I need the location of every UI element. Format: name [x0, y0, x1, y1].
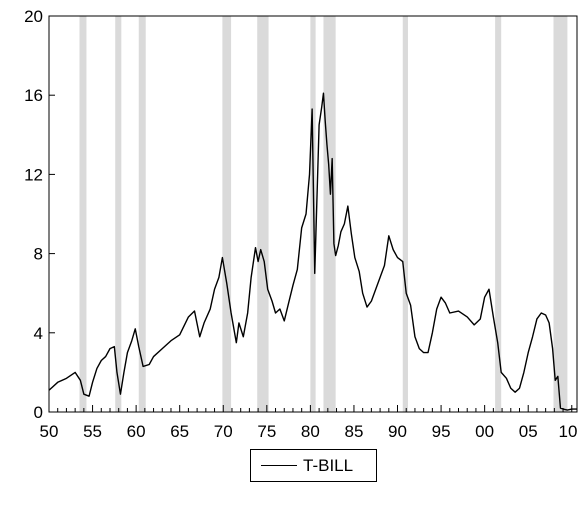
y-tick-label: 8 [34, 245, 43, 264]
x-tick-label: 95 [432, 422, 451, 441]
plot-frame [48, 15, 578, 413]
axes: 0 4 8 12 16 20 50 55 60 65 70 75 80 85 90 95 00 05 10 [24, 7, 577, 441]
y-tick-label: 20 [24, 7, 43, 26]
legend-line-swatch [261, 465, 297, 466]
recession-band-0 [79, 16, 87, 412]
recession-band-4 [257, 16, 269, 412]
recession-shading [79, 16, 568, 412]
recession-band-2 [138, 16, 146, 412]
recession-band-1 [115, 16, 122, 412]
y-tick-label: 16 [24, 86, 43, 105]
x-tick-label: 05 [519, 422, 538, 441]
legend: T-BILL [250, 449, 377, 482]
x-tick-label: 50 [40, 422, 59, 441]
series-layer [48, 92, 577, 411]
recession-band-6 [323, 16, 336, 412]
series-line-tbill [48, 92, 577, 411]
recession-band-3 [222, 16, 232, 412]
recession-band-8 [495, 16, 502, 412]
x-tick-label: 00 [475, 422, 494, 441]
y-tick-label: 0 [34, 403, 43, 422]
recession-band-7 [402, 16, 408, 412]
x-tick-label: 70 [214, 422, 233, 441]
x-tick-label: 60 [127, 422, 146, 441]
x-tick-label: 90 [388, 422, 407, 441]
x-tick-label: 10 [559, 422, 578, 441]
recession-band-9 [553, 16, 568, 412]
x-tick-label: 80 [301, 422, 320, 441]
legend-label-tbill: T-BILL [303, 455, 354, 475]
x-tick-label: 65 [170, 422, 189, 441]
x-tick-label: 85 [344, 422, 363, 441]
y-tick-label: 12 [24, 165, 43, 184]
x-tick-label: 75 [257, 422, 276, 441]
recession-band-5 [310, 16, 316, 412]
x-tick-label: 55 [83, 422, 102, 441]
y-tick-label: 4 [34, 324, 43, 343]
